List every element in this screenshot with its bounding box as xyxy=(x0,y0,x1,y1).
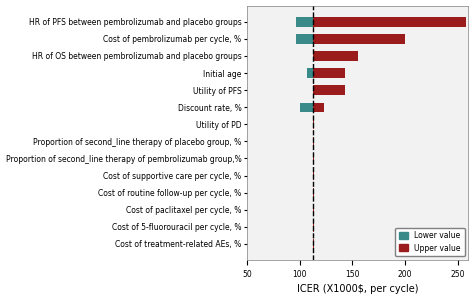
Bar xyxy=(313,34,405,44)
Bar xyxy=(296,34,313,44)
Bar xyxy=(313,222,314,232)
Bar xyxy=(296,17,313,26)
Bar xyxy=(313,103,324,112)
Bar xyxy=(313,68,345,78)
Bar xyxy=(313,85,345,95)
Bar xyxy=(313,120,314,129)
Bar xyxy=(307,68,313,78)
Bar xyxy=(313,51,358,61)
Bar xyxy=(300,103,313,112)
X-axis label: ICER (X1000$, per cycle): ICER (X1000$, per cycle) xyxy=(297,284,419,294)
Bar xyxy=(313,205,314,214)
Bar xyxy=(313,154,314,163)
Bar xyxy=(313,137,314,146)
Bar xyxy=(313,239,314,249)
Bar xyxy=(313,188,314,197)
Legend: Lower value, Upper value: Lower value, Upper value xyxy=(395,228,465,256)
Bar xyxy=(313,171,314,180)
Bar xyxy=(313,17,466,26)
